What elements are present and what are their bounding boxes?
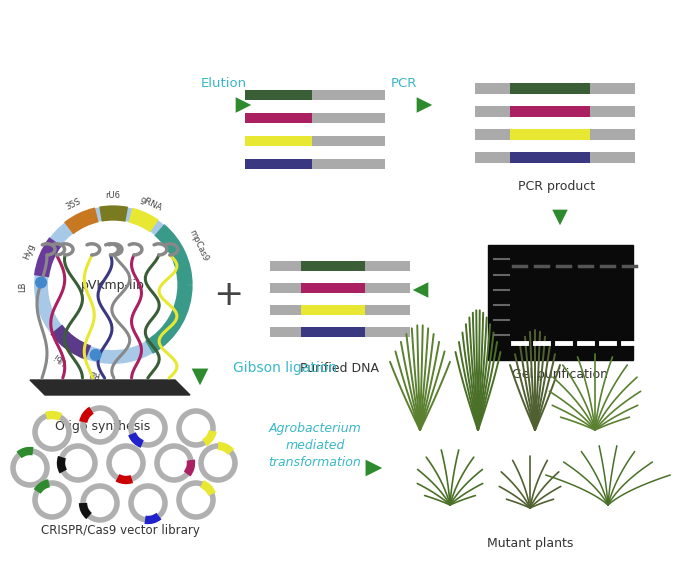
Bar — [475, 151, 635, 163]
Text: pVKmp-lib: pVKmp-lib — [81, 279, 145, 292]
Bar — [245, 113, 312, 123]
Bar — [475, 82, 635, 93]
Polygon shape — [30, 380, 190, 395]
Text: RB: RB — [88, 367, 101, 379]
Text: +: + — [213, 278, 243, 312]
Bar — [301, 305, 365, 315]
Bar — [270, 261, 410, 271]
Bar — [245, 90, 385, 100]
Bar — [475, 128, 635, 140]
Bar — [510, 106, 590, 116]
Text: LB: LB — [18, 281, 28, 292]
Text: mpCas9: mpCas9 — [187, 228, 210, 263]
Bar — [245, 159, 385, 169]
Text: Mutant plants: Mutant plants — [487, 537, 573, 550]
Bar — [301, 327, 365, 337]
Bar — [488, 245, 633, 360]
Bar — [245, 159, 312, 169]
Text: PCR product: PCR product — [519, 180, 595, 193]
Bar — [270, 327, 410, 337]
Text: Ubi: Ubi — [52, 350, 69, 366]
Text: Gel purification: Gel purification — [512, 368, 608, 381]
Text: CRISPR/Cas9 vector library: CRISPR/Cas9 vector library — [41, 524, 200, 537]
Bar — [301, 283, 365, 293]
Text: gRNA: gRNA — [139, 194, 164, 212]
Text: Elution: Elution — [201, 77, 247, 90]
Circle shape — [90, 349, 102, 361]
Text: Purified DNA: Purified DNA — [301, 362, 380, 375]
Bar — [301, 261, 365, 271]
Text: Oligo synthesis: Oligo synthesis — [56, 420, 151, 433]
Text: Hyg: Hyg — [22, 242, 37, 260]
Bar — [510, 82, 590, 93]
Bar — [270, 305, 410, 315]
Bar — [245, 136, 385, 146]
Circle shape — [35, 276, 47, 289]
Text: Agrobacterium: Agrobacterium — [269, 422, 361, 435]
Text: rU6: rU6 — [105, 190, 120, 199]
Bar — [270, 283, 410, 293]
Bar — [510, 128, 590, 140]
Bar — [245, 136, 312, 146]
Text: transformation: transformation — [269, 456, 361, 469]
Bar — [245, 90, 312, 100]
Text: PCR: PCR — [391, 77, 417, 90]
Text: 35S: 35S — [65, 197, 83, 212]
Text: mediated: mediated — [285, 439, 345, 452]
Bar — [245, 113, 385, 123]
Bar — [510, 151, 590, 163]
Bar — [475, 106, 635, 116]
Text: Gibson ligation: Gibson ligation — [233, 361, 337, 375]
